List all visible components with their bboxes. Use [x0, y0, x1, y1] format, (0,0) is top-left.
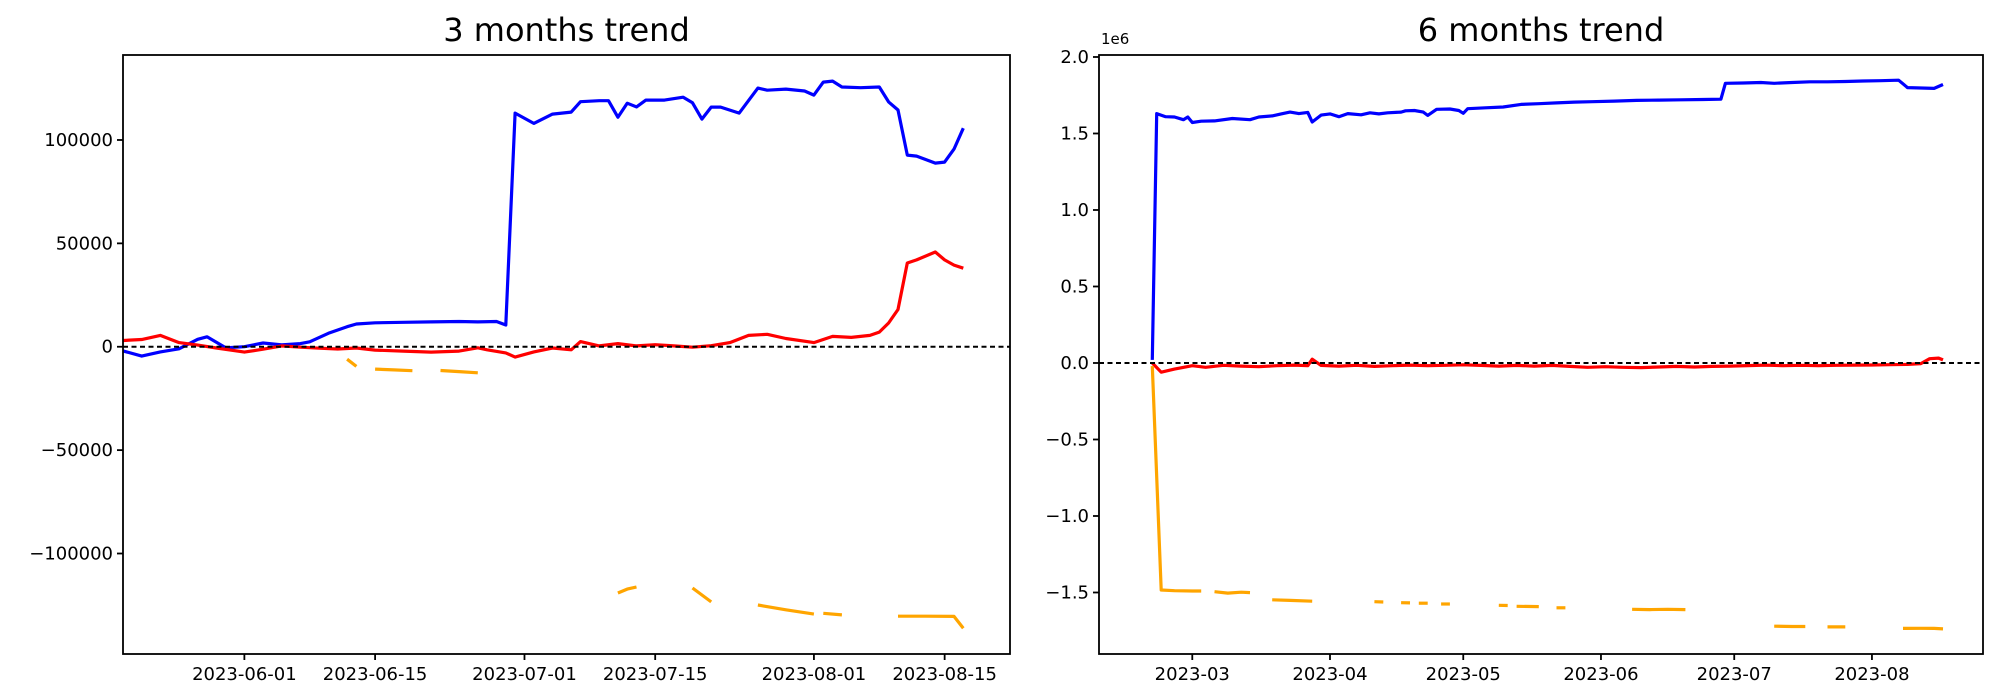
left-chart-title: 3 months trend — [443, 11, 690, 49]
y-tick-label: 1.5 — [1060, 123, 1089, 144]
series-orange-line — [757, 603, 815, 616]
series-orange-line — [440, 368, 478, 375]
x-tick-label: 2023-05 — [1426, 664, 1501, 685]
series-orange-line — [898, 614, 965, 630]
series-orange-line — [1902, 626, 1944, 631]
y-tick-label: 2.0 — [1060, 47, 1089, 68]
series-red-line — [122, 250, 964, 359]
y-tick-label: 0.5 — [1060, 276, 1089, 297]
series-orange-line — [375, 367, 413, 373]
series-orange-line — [1150, 366, 1202, 593]
x-tick-label: 2023-08-15 — [892, 664, 997, 685]
series-blue-line — [1150, 78, 1944, 360]
y-axis-offset-label: 1e6 — [1101, 30, 1130, 48]
series-orange-line — [1214, 590, 1251, 595]
y-tick-label: −1.5 — [1045, 582, 1089, 603]
y-tick-label: 0.0 — [1060, 353, 1089, 374]
x-tick-label: 2023-04 — [1292, 664, 1367, 685]
x-tick-label: 2023-03 — [1155, 664, 1230, 685]
series-red-line — [1151, 356, 1944, 374]
x-tick-label: 2023-07-01 — [472, 664, 577, 685]
series-orange-line — [691, 586, 713, 604]
y-tick-label: 100000 — [44, 130, 113, 151]
y-tick-label: −100000 — [29, 544, 113, 565]
series-blue-line — [122, 79, 965, 358]
y-tick-label: 0 — [102, 337, 113, 358]
series-orange-line — [346, 357, 358, 368]
plot-border — [122, 54, 1011, 655]
y-tick-label: 50000 — [56, 233, 113, 254]
x-tick-label: 2023-06 — [1563, 664, 1638, 685]
x-tick-label: 2023-08-01 — [762, 664, 867, 685]
series-orange-line — [617, 585, 637, 595]
x-tick-label: 2023-08 — [1834, 664, 1909, 685]
series-orange-line — [823, 611, 843, 617]
right-chart-title: 6 months trend — [1417, 11, 1665, 49]
x-tick-label: 2023-07-15 — [603, 664, 708, 685]
y-tick-label: −1.0 — [1045, 506, 1089, 527]
x-tick-label: 2023-06-01 — [192, 664, 297, 685]
plot-border — [1098, 54, 1984, 655]
series-orange-line — [1272, 598, 1313, 603]
y-tick-label: 1.0 — [1060, 200, 1089, 221]
y-tick-label: −50000 — [41, 440, 113, 461]
x-tick-label: 2023-06-15 — [323, 664, 428, 685]
y-tick-label: −0.5 — [1045, 429, 1089, 450]
x-tick-label: 2023-07 — [1697, 664, 1772, 685]
